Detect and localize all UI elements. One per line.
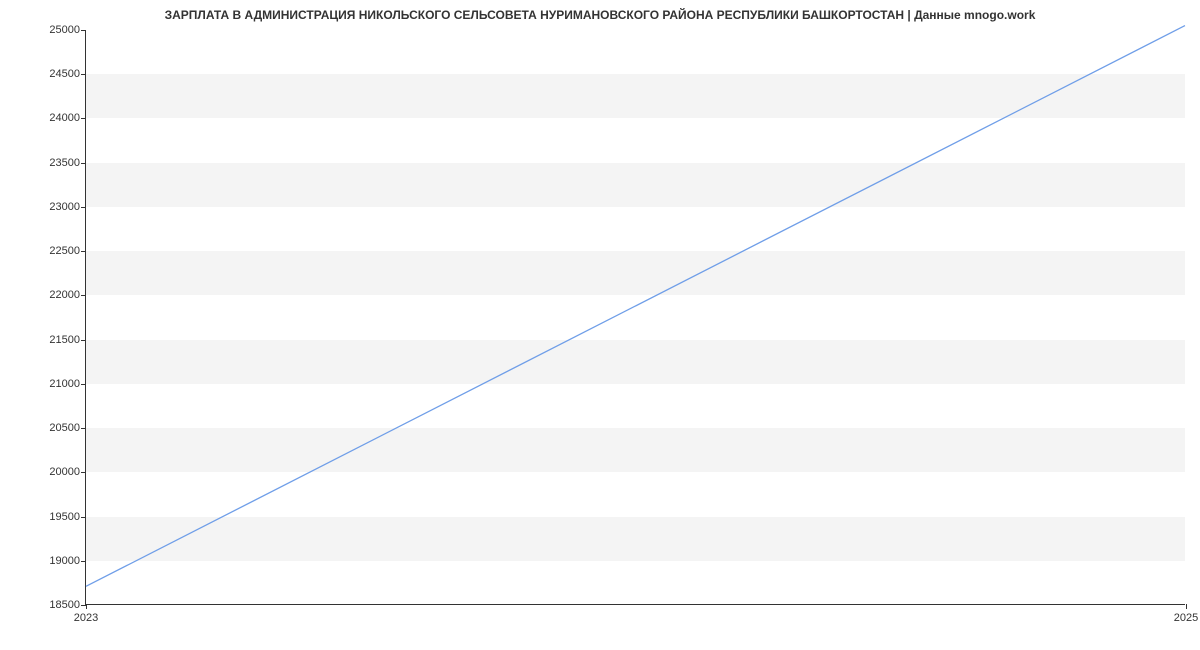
y-tick-mark xyxy=(81,163,86,164)
x-tick-mark xyxy=(1186,604,1187,609)
salary-line-chart: ЗАРПЛАТА В АДМИНИСТРАЦИЯ НИКОЛЬСКОГО СЕЛ… xyxy=(0,0,1200,650)
y-tick-mark xyxy=(81,74,86,75)
y-tick-mark xyxy=(81,118,86,119)
data-line xyxy=(86,30,1185,604)
y-tick-mark xyxy=(81,207,86,208)
y-tick-mark xyxy=(81,340,86,341)
x-tick-mark xyxy=(86,604,87,609)
y-tick-mark xyxy=(81,295,86,296)
y-tick-mark xyxy=(81,428,86,429)
y-tick-mark xyxy=(81,251,86,252)
y-tick-mark xyxy=(81,561,86,562)
chart-title: ЗАРПЛАТА В АДМИНИСТРАЦИЯ НИКОЛЬСКОГО СЕЛ… xyxy=(0,8,1200,22)
plot-area: 1850019000195002000020500210002150022000… xyxy=(85,30,1185,605)
y-tick-mark xyxy=(81,384,86,385)
y-tick-mark xyxy=(81,472,86,473)
y-tick-mark xyxy=(81,30,86,31)
y-tick-mark xyxy=(81,517,86,518)
